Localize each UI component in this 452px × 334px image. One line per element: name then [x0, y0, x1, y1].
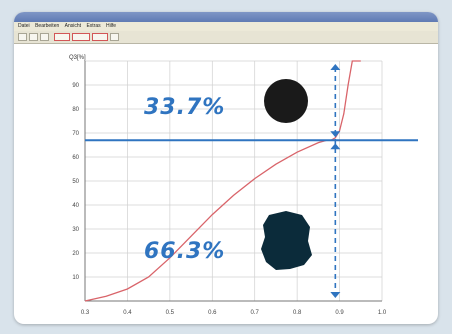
arrow-up-icon — [330, 143, 341, 150]
print-button[interactable] — [40, 33, 49, 41]
y-tick-label: 80 — [72, 107, 79, 113]
threshold-guides — [85, 64, 418, 298]
x-tick-label: 0.7 — [251, 310, 260, 316]
menu-item-file[interactable]: Datei — [18, 23, 30, 29]
cumulative-curve — [84, 60, 361, 302]
y-tick-label: 60 — [72, 155, 79, 161]
x-tick-label: 0.4 — [123, 310, 132, 316]
y-tick-label: 20 — [72, 251, 79, 257]
round-particle-shape — [264, 79, 308, 123]
zoom-button[interactable] — [54, 33, 70, 41]
x-tick-label: 0.8 — [293, 310, 302, 316]
measure-button[interactable] — [72, 33, 90, 41]
menu-item-view[interactable]: Ansicht — [64, 23, 82, 29]
arrow-down-icon — [330, 292, 341, 298]
menu-item-tools[interactable]: Extras — [86, 23, 101, 29]
upper-percentage-label: 33.7% — [144, 95, 226, 120]
x-tick-label: 0.6 — [208, 310, 217, 316]
x-tick-label: 0.5 — [166, 310, 175, 316]
plot-area: 0.3 0.4 0.5 0.6 0.7 0.8 0.9 1.0 10 20 30 40 50 60 70 80… — [14, 43, 438, 324]
save-button[interactable] — [29, 33, 38, 41]
curve-layer — [84, 60, 361, 302]
y-tick-label: 90 — [72, 83, 79, 89]
x-tick-label: 0.3 — [81, 310, 90, 316]
lower-percentage-label: 66.3% — [144, 239, 226, 264]
menu-bar: Datei Bearbeiten Ansicht Extras Hilfe — [14, 22, 438, 31]
open-button[interactable] — [18, 33, 27, 41]
y-tick-label: 40 — [72, 203, 79, 209]
x-tick-label: 1.0 — [378, 310, 387, 316]
arrow-down-icon — [330, 131, 341, 138]
menu-item-help[interactable]: Hilfe — [106, 23, 117, 29]
export-button[interactable] — [92, 33, 108, 41]
help-button[interactable] — [110, 33, 119, 41]
particle-shapes — [261, 79, 312, 270]
y-tick-label: 30 — [72, 227, 79, 233]
y-tick-label: 50 — [72, 179, 79, 185]
application-window: Datei Bearbeiten Ansicht Extras Hilfe 0.… — [14, 12, 438, 324]
x-tick-label: 0.9 — [335, 310, 344, 316]
irregular-particle-shape — [261, 211, 312, 270]
menu-item-edit[interactable]: Bearbeiten — [35, 23, 60, 29]
grid — [84, 60, 383, 301]
y-tick-label: 70 — [72, 131, 79, 137]
toolbar — [14, 31, 438, 44]
y-tick-label: 10 — [72, 275, 79, 281]
title-bar — [14, 12, 438, 22]
tick-labels: 0.3 0.4 0.5 0.6 0.7 0.8 0.9 1.0 10 20 30 40 50 60 70 80… — [72, 83, 387, 316]
y-axis-label: Q3[%] — [69, 55, 86, 61]
axes — [84, 61, 382, 302]
arrow-up-icon — [330, 64, 341, 70]
distribution-chart: 0.3 0.4 0.5 0.6 0.7 0.8 0.9 1.0 10 20 30 40 50 60 70 80… — [69, 55, 418, 316]
